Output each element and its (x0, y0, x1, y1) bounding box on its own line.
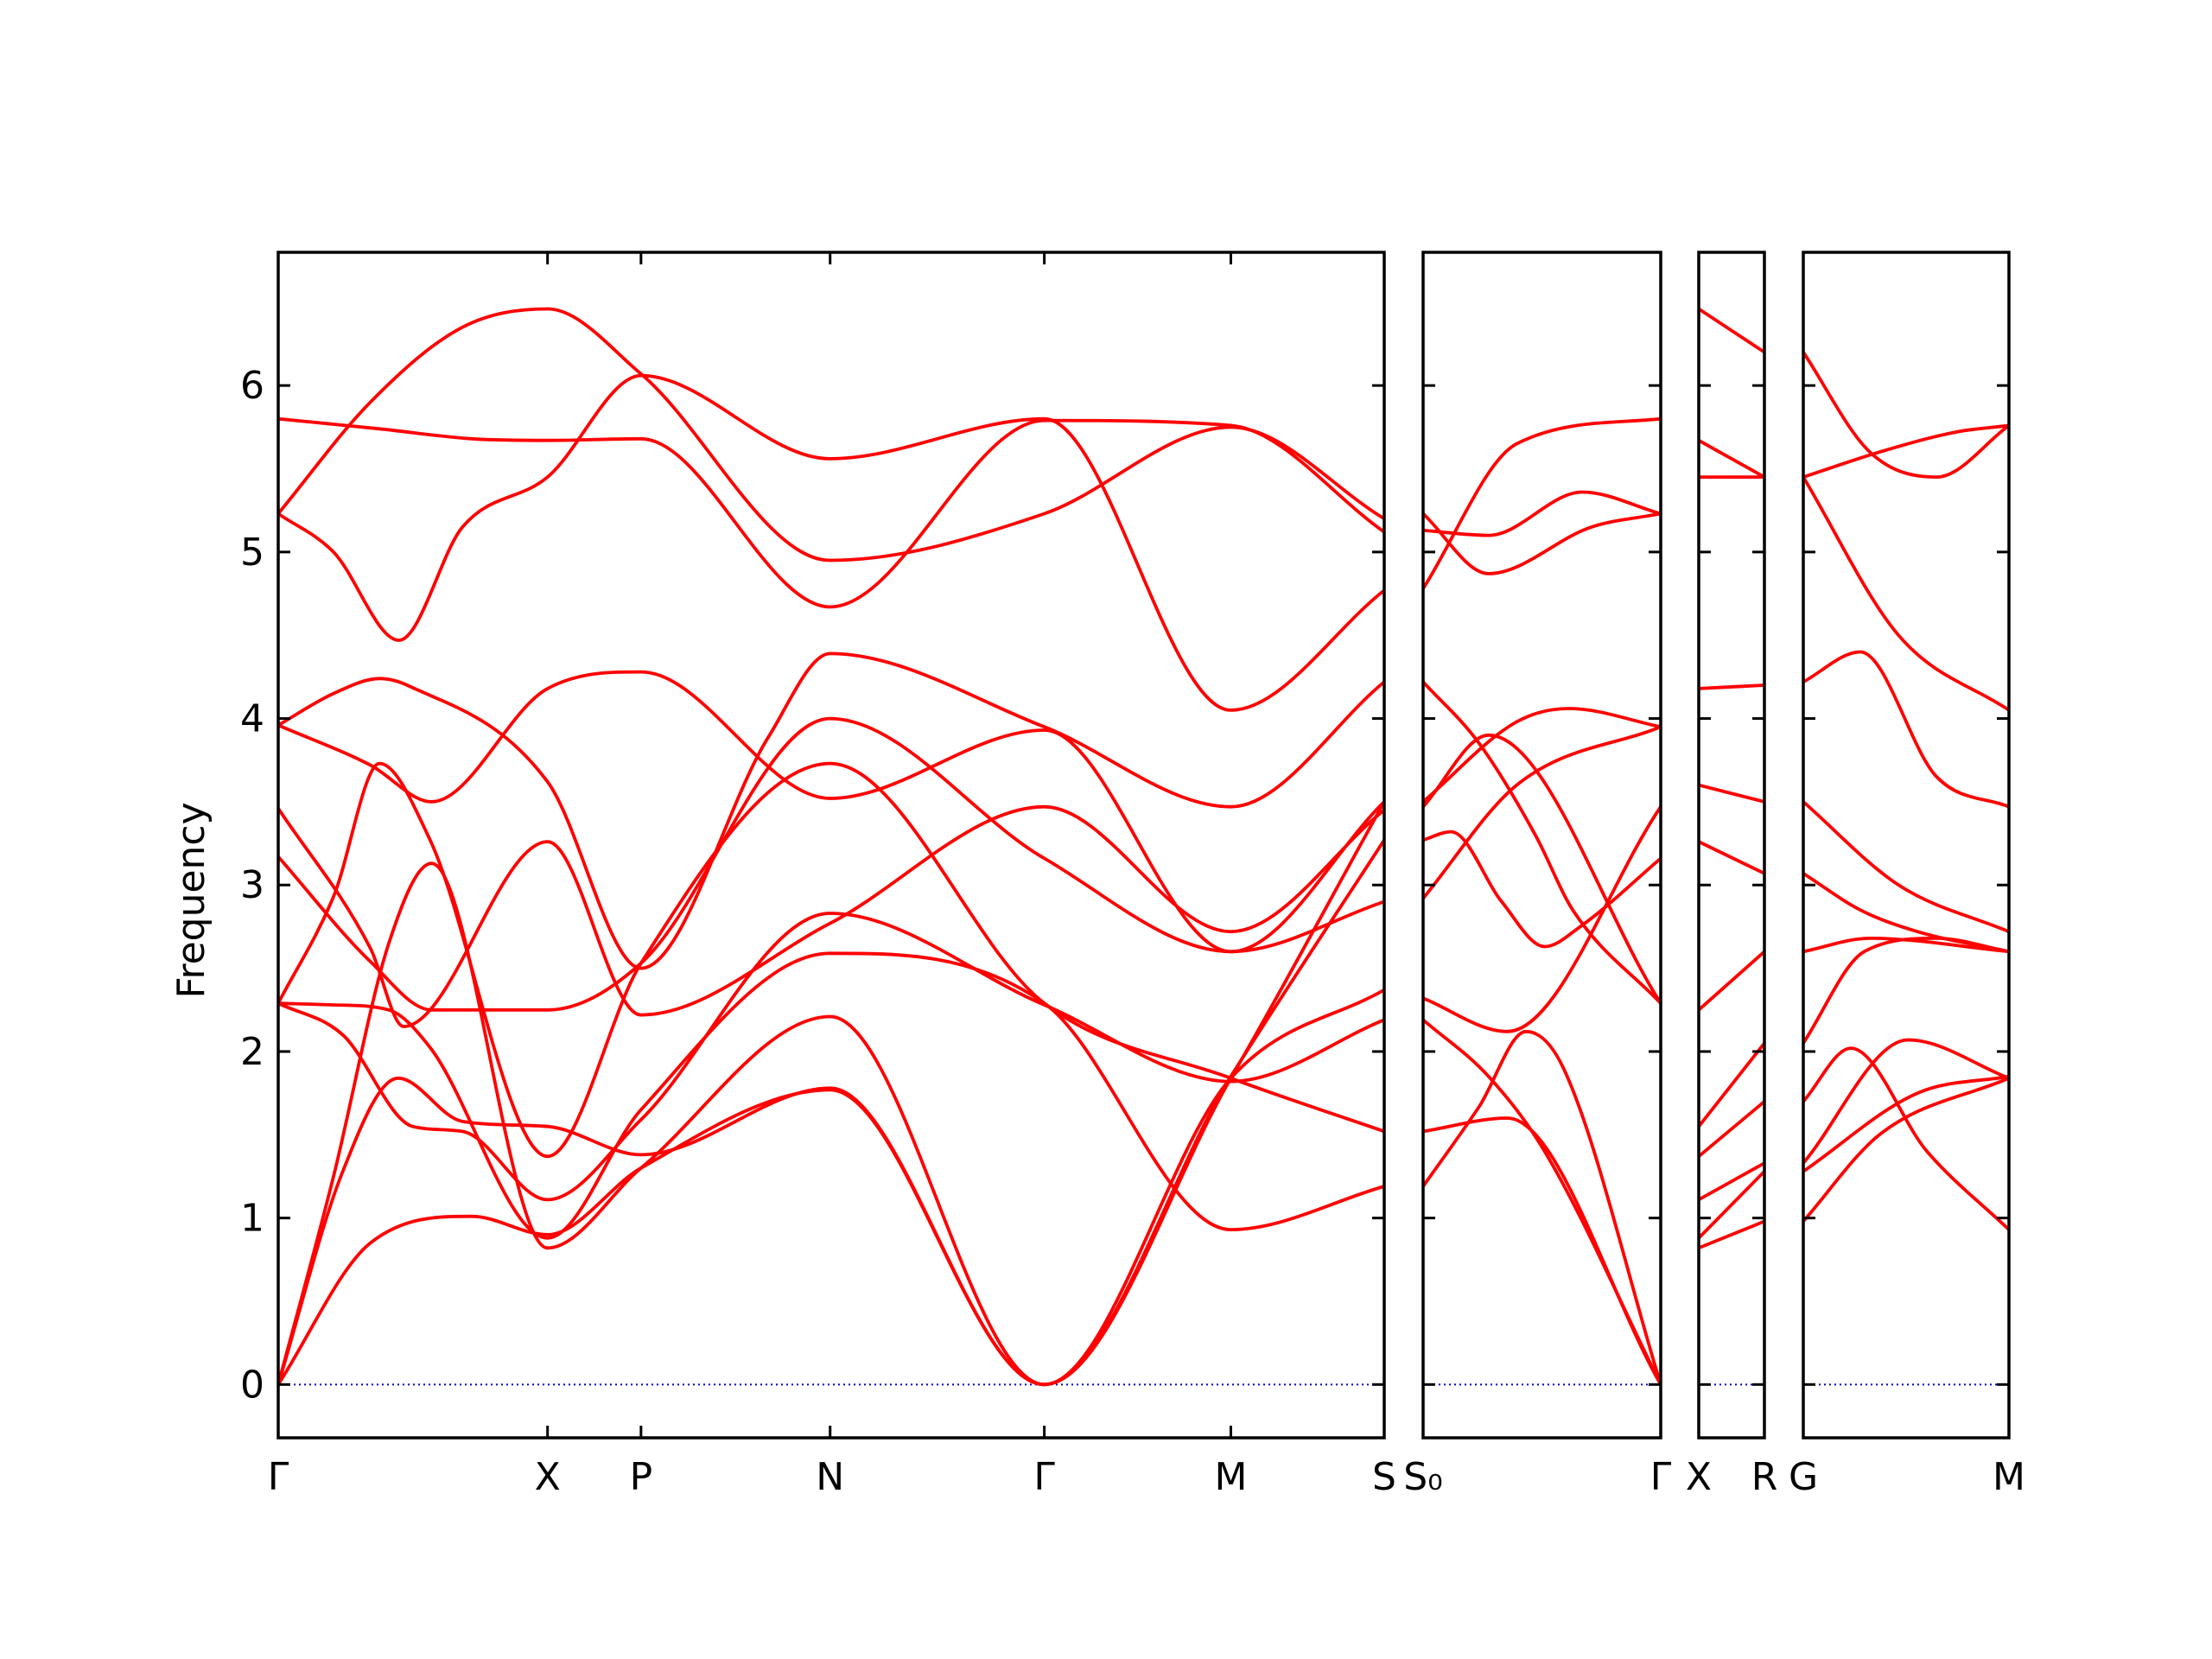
band-line (1803, 1076, 2009, 1224)
band-line (1699, 1161, 1764, 1202)
band-line (1699, 783, 1764, 804)
x-tick-label: Γ (1650, 1455, 1672, 1499)
band-lines (1803, 350, 2009, 1231)
band-lines (278, 307, 1384, 1387)
band-line (1803, 1038, 2009, 1165)
panel-frame (1802, 251, 2011, 1440)
panel-frame (1421, 251, 1662, 1440)
x-tick-label: X (1686, 1455, 1712, 1499)
band-line (1423, 733, 1661, 1005)
band-line (278, 951, 1384, 1240)
band-lines (1423, 416, 1661, 1387)
band-line (278, 800, 1384, 1387)
band-line (278, 804, 1384, 1028)
x-tick-label: R (1751, 1455, 1778, 1499)
band-line (278, 912, 1384, 1202)
band-line (1423, 680, 1661, 1005)
x-tick-label: X (535, 1455, 561, 1499)
band-lines (1699, 307, 1764, 1250)
band-line (1423, 804, 1661, 1033)
band-line (1803, 937, 2009, 954)
y-tick-label: 5 (240, 531, 264, 575)
y-tick-label: 4 (240, 697, 264, 741)
x-tick-label: N (816, 1455, 844, 1499)
band-line (1423, 1029, 1661, 1387)
band-line (1699, 840, 1764, 875)
band-line (1699, 1041, 1764, 1128)
band-line (1699, 1169, 1764, 1240)
y-tick-labels: 0 1 2 3 4 5 6 (240, 364, 264, 1407)
band-line (1423, 725, 1661, 900)
y-axis-label: Frequency (169, 802, 213, 998)
panels: Γ X P N Γ M S S₀ Γ X R G M (268, 251, 2025, 1499)
panel-2: S₀ Γ (1403, 251, 1672, 1499)
band-line (1699, 683, 1764, 690)
band-line (1803, 1046, 2009, 1231)
band-line (1803, 800, 2009, 934)
band-line (1699, 307, 1764, 354)
y-tick-label: 1 (240, 1197, 264, 1241)
band-line (278, 373, 1384, 712)
x-tick-label: P (630, 1455, 653, 1499)
band-line (278, 988, 1384, 1387)
band-line (1803, 423, 2009, 479)
y-tick-label: 6 (240, 364, 264, 408)
band-line (1803, 937, 2009, 1046)
band-line (1699, 950, 1764, 1012)
band-line (1423, 512, 1661, 575)
y-tick-label: 3 (240, 863, 264, 907)
panel-frame (1697, 251, 1766, 1440)
x-tick-label: S₀ (1403, 1455, 1443, 1499)
band-line (1699, 1099, 1764, 1159)
x-tick-label: S (1372, 1455, 1396, 1499)
band-line (278, 307, 1384, 563)
band-line (278, 670, 1384, 954)
band-line (1803, 475, 2009, 712)
x-tick-label: M (1215, 1455, 1248, 1499)
band-line (1423, 1018, 1661, 1387)
x-tick-label: M (1993, 1455, 2025, 1499)
band-line (1423, 1116, 1661, 1387)
x-tick-label: Γ (268, 1455, 289, 1499)
band-line (278, 416, 1384, 609)
band-line (1423, 490, 1661, 537)
x-tick-label: G (1789, 1455, 1818, 1499)
band-line (1803, 1074, 2009, 1173)
band-line (1423, 416, 1661, 591)
band-line (1423, 707, 1661, 804)
band-line (1803, 350, 2009, 479)
band-line (1699, 1219, 1764, 1250)
panel-frame (276, 251, 1386, 1440)
y-tick-label: 0 (240, 1363, 264, 1407)
band-line (278, 716, 1384, 1012)
band-line (1803, 650, 2009, 809)
x-tick-label: Γ (1033, 1455, 1055, 1499)
y-tick-label: 2 (240, 1030, 264, 1074)
band-line (1699, 438, 1764, 479)
